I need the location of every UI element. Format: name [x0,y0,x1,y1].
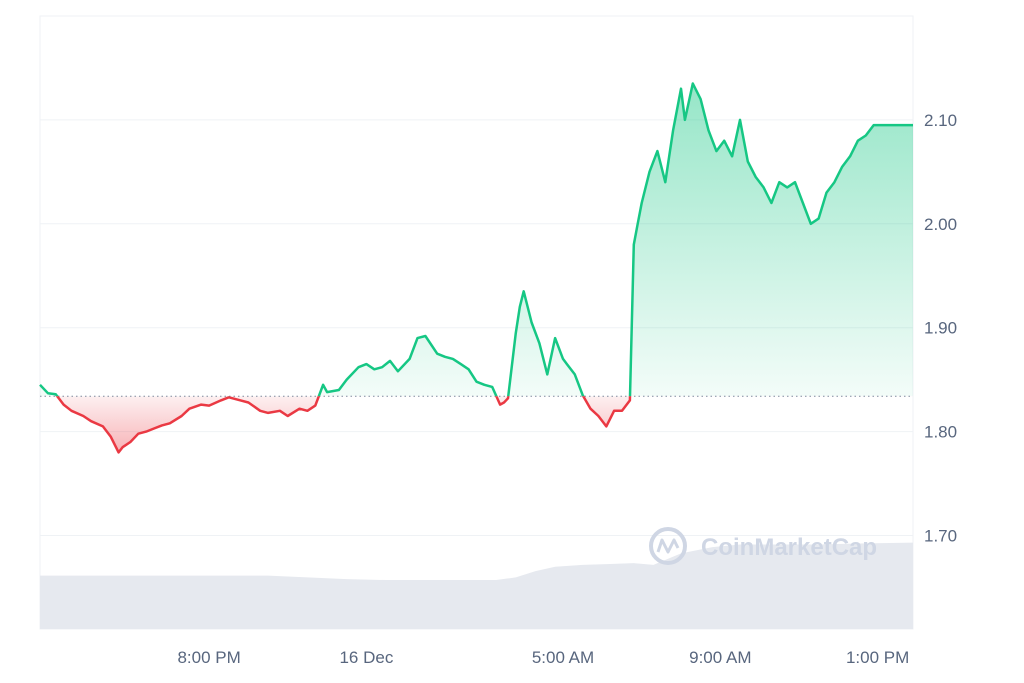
x-tick-label: 9:00 AM [689,648,751,667]
x-tick-label: 1:00 PM [846,648,909,667]
y-tick-label: 2.00 [924,215,957,234]
volume-area [40,542,913,629]
price-area-up [40,83,913,397]
y-tick-label: 1.90 [924,319,957,338]
coinmarketcap-watermark: CoinMarketCap [649,527,877,565]
y-tick-label: 1.70 [924,526,957,545]
y-tick-label: 2.10 [924,111,957,130]
x-tick-label: 5:00 AM [532,648,594,667]
volume-shape [40,542,913,629]
x-axis: 8:00 PM 16 Dec 5:00 AM 9:00 AM 1:00 PM [177,648,909,667]
price-area [40,83,913,453]
price-line-up [39,82,913,397]
y-axis: 1.70 1.80 1.90 2.00 2.10 [924,111,957,546]
coinmarketcap-logo-wave [656,538,680,554]
watermark-text: CoinMarketCap [701,534,877,561]
coinmarketcap-logo-icon [649,527,687,565]
price-line [39,82,913,454]
grid-lines [40,119,913,536]
price-area-down [40,396,913,453]
price-line-down [55,396,632,454]
x-tick-label: 8:00 PM [177,648,240,667]
x-tick-label: 16 Dec [339,648,393,667]
y-tick-label: 1.80 [924,423,957,442]
